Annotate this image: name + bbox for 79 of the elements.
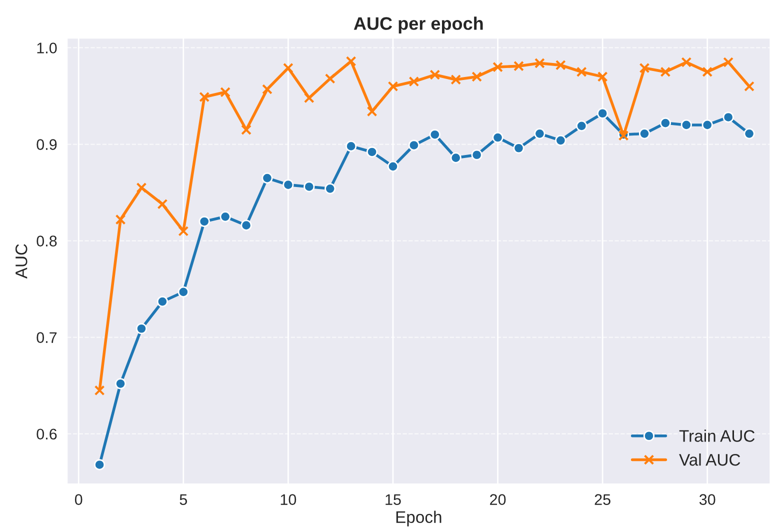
y-tick-label: 1.0 xyxy=(37,42,57,54)
point xyxy=(744,128,755,140)
point xyxy=(387,160,399,172)
point xyxy=(366,106,378,117)
point xyxy=(241,124,252,135)
point xyxy=(660,117,671,129)
point xyxy=(304,92,314,104)
point xyxy=(680,119,692,131)
point xyxy=(555,60,566,70)
x-tick-label: 15 xyxy=(386,494,401,505)
point xyxy=(199,92,210,102)
point xyxy=(472,71,482,82)
x-tick-label: 0 xyxy=(74,494,82,505)
point xyxy=(262,84,272,94)
point xyxy=(471,149,482,160)
point xyxy=(492,132,504,144)
point xyxy=(534,128,546,140)
point xyxy=(178,226,189,236)
point xyxy=(744,81,754,92)
point xyxy=(702,66,713,78)
legend-label: Train AUC xyxy=(679,430,755,442)
point xyxy=(388,81,398,92)
point xyxy=(429,129,440,140)
point xyxy=(136,323,148,334)
x-tick-label: 25 xyxy=(594,494,610,505)
point xyxy=(576,66,587,78)
y-tick-label: 0.8 xyxy=(36,236,57,246)
point xyxy=(324,183,336,194)
point xyxy=(240,220,252,231)
point xyxy=(157,198,168,210)
point xyxy=(136,182,147,193)
point xyxy=(324,73,336,84)
point xyxy=(555,134,566,146)
legend-label: Val AUC xyxy=(679,454,740,466)
point xyxy=(304,181,315,192)
point xyxy=(220,211,231,222)
point xyxy=(660,66,671,78)
point xyxy=(178,286,189,298)
x-tick-label: 5 xyxy=(180,494,188,505)
y-tick-label: 0.6 xyxy=(36,428,57,440)
point xyxy=(94,459,106,470)
point xyxy=(702,119,713,131)
point xyxy=(115,214,126,225)
y-tick-label: 0.7 xyxy=(36,332,57,344)
point xyxy=(534,58,545,68)
point xyxy=(282,179,294,190)
point xyxy=(638,128,650,140)
point xyxy=(514,60,524,72)
chart-title: AUC per epoch xyxy=(354,16,483,34)
point xyxy=(198,216,210,228)
point xyxy=(450,152,462,164)
point xyxy=(576,120,588,132)
point xyxy=(408,76,420,87)
x-axis-title: Epoch xyxy=(396,510,442,526)
y-tick-label: 0.9 xyxy=(36,139,57,150)
point xyxy=(597,108,608,119)
point xyxy=(430,70,440,80)
y-axis-title: AUC xyxy=(15,244,28,279)
point xyxy=(156,296,168,308)
point xyxy=(220,86,231,98)
point xyxy=(282,62,294,74)
point xyxy=(408,140,420,151)
point xyxy=(114,378,126,390)
point xyxy=(513,142,524,154)
point xyxy=(346,140,357,152)
point xyxy=(262,172,273,184)
point xyxy=(492,62,503,72)
point xyxy=(639,62,650,74)
x-tick-label: 20 xyxy=(490,494,506,505)
point xyxy=(681,57,692,68)
point xyxy=(94,385,105,396)
point xyxy=(722,112,734,123)
point xyxy=(723,57,734,68)
x-tick-label: 30 xyxy=(699,494,716,505)
point xyxy=(366,146,378,158)
point xyxy=(346,56,356,66)
x-tick-label: 10 xyxy=(280,494,296,505)
point xyxy=(450,74,462,85)
point xyxy=(597,71,608,82)
